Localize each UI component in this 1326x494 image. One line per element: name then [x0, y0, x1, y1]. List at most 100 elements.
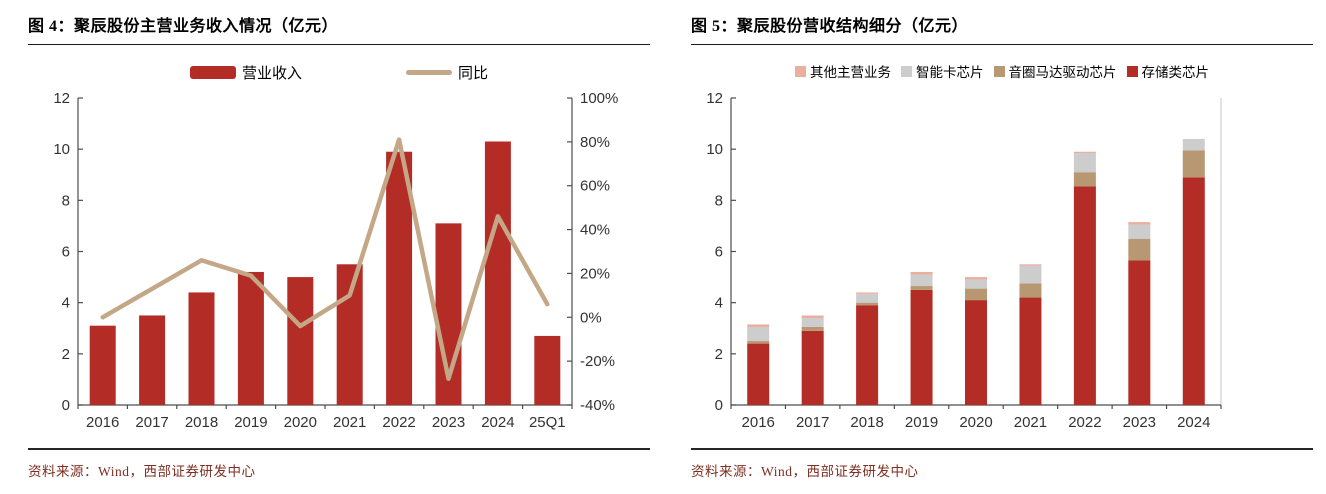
revenue-bar-2024 [484, 141, 511, 405]
axis-tick-label: 2022 [1068, 414, 1101, 431]
segment-2020 [965, 288, 987, 301]
yoy-legend-label: 同比 [458, 66, 489, 82]
segment-2019 [910, 286, 933, 290]
axis-tick-label: 6 [715, 244, 723, 261]
segment-2022 [1073, 151, 1096, 154]
segment-2021 [1019, 283, 1042, 298]
figure-5-source: 资料来源：Wind，西部证券研发中心 [691, 448, 1313, 480]
segment-2023 [1128, 224, 1151, 239]
segment-2017 [801, 326, 824, 331]
axis-tick-label: 8 [715, 192, 723, 209]
axis-tick-label: 100% [580, 90, 618, 107]
segment-2022 [1073, 153, 1096, 173]
figure-4-panel: 图 4：聚辰股份主营业务收入情况（亿元） 营业收入 同比 0 2 4 6 8 10 12 -4… [28, 0, 650, 494]
other-business-swatch [795, 65, 806, 77]
figure-4-legend: 营业收入 同比 [28, 62, 650, 83]
segment-2021 [1019, 264, 1042, 266]
axis-tick-label: 25Q1 [529, 414, 566, 431]
segment-2018 [856, 293, 879, 303]
axis-tick-label: 2018 [850, 414, 883, 431]
revenue-bar-2022 [386, 151, 413, 405]
axis-tick-label: 2020 [959, 414, 992, 431]
revenue-bar-swatch [189, 66, 236, 79]
axis-tick-label: 2023 [432, 414, 465, 431]
yoy-line-swatch [406, 70, 452, 75]
axis-tick-label: 10 [53, 141, 70, 158]
stacked-bars [747, 138, 1205, 405]
axis-tick-label: 0 [715, 397, 723, 414]
segment-2019 [910, 271, 933, 275]
axis-tick-label: 4 [715, 295, 723, 312]
axis-tick-label: 2024 [481, 414, 514, 431]
yoy-line [100, 137, 550, 381]
axis-tick-label: 4 [62, 295, 70, 312]
segment-2018 [856, 302, 879, 306]
other-business-label: 其他主营业务 [810, 65, 891, 80]
axis-tick-label: 60% [580, 178, 610, 195]
revenue-bar-2017 [139, 315, 166, 405]
axis-tick-label: 2 [62, 346, 70, 363]
axis-tick-label: 2021 [333, 414, 366, 431]
figure-4-title-rule [28, 44, 650, 45]
memory-chip-swatch [1126, 65, 1138, 77]
axis-tick-label: 2020 [284, 414, 317, 431]
segment-2023 [1128, 238, 1151, 261]
axis-tick-label: 2 [715, 346, 723, 363]
smartcard-chip-label: 智能卡芯片 [916, 65, 984, 80]
revenue-bars [89, 141, 561, 405]
axis-tick-label: 2018 [185, 414, 218, 431]
figure-5-title-rule [691, 44, 1313, 45]
segment-2020 [965, 300, 987, 405]
axis-tick-label: 6 [62, 244, 70, 261]
axis-tick-label: 12 [706, 90, 723, 107]
axis-tick-label: -20% [580, 353, 615, 370]
axis-tick-label: 80% [580, 134, 610, 151]
axis-tick-label: 2019 [234, 414, 267, 431]
figure-5-legend: 其他主营业务 智能卡芯片 音圈马达驱动芯片 存储类芯片 [691, 61, 1313, 81]
segment-2020 [965, 277, 987, 280]
smartcard-chip-swatch [901, 65, 912, 77]
legend-item-yoy: 同比 [406, 62, 488, 83]
revenue-bar-2019 [237, 271, 264, 405]
axis-tick-label: -40% [580, 397, 615, 414]
segment-2017 [801, 315, 824, 319]
segment-2021 [1019, 297, 1042, 405]
segment-2023 [1128, 222, 1151, 225]
figure-4-source: 资料来源：Wind，西部证券研发中心 [28, 448, 650, 480]
legend-item-vcm-driver-chip: 音圈马达驱动芯片 [993, 61, 1117, 81]
revenue-bar-25Q1 [534, 335, 561, 405]
segment-2021 [1019, 265, 1042, 284]
revenue-bar-2021 [336, 264, 363, 405]
revenue-legend-label: 营业收入 [241, 66, 302, 82]
axis-tick-label: 40% [580, 222, 610, 239]
segment-2018 [856, 305, 879, 405]
revenue-bar-2020 [287, 277, 314, 405]
axis-tick-label: 10 [706, 141, 723, 158]
segment-2017 [801, 318, 824, 327]
segment-2022 [1073, 186, 1096, 405]
axis-tick-label: 2023 [1123, 414, 1156, 431]
axis-tick-label: 2019 [905, 414, 938, 431]
legend-item-revenue: 营业收入 [189, 62, 302, 83]
axis-tick-label: 0 [62, 397, 70, 414]
segment-2024 [1182, 138, 1205, 151]
axis-tick-label: 2016 [86, 414, 119, 431]
figure-4-title: 图 4：聚辰股份主营业务收入情况（亿元） [28, 18, 339, 35]
revenue-bar-2016 [89, 325, 116, 405]
vcm-driver-chip-swatch [993, 65, 1005, 77]
segment-2016 [747, 326, 770, 342]
segment-2020 [965, 279, 987, 289]
axis-tick-label: 2024 [1177, 414, 1210, 431]
axis-tick-label: 12 [53, 90, 70, 107]
vcm-driver-chip-label: 音圈马达驱动芯片 [1008, 65, 1117, 80]
segment-2023 [1128, 260, 1151, 405]
axis-tick-label: 2016 [742, 414, 775, 431]
segment-2016 [747, 343, 770, 405]
axis-tick-label: 2022 [382, 414, 415, 431]
figure-5-panel: 图 5：聚辰股份营收结构细分（亿元） 其他主营业务 智能卡芯片 音圈马达驱动芯片… [691, 0, 1313, 494]
revenue-bar-2018 [188, 292, 215, 405]
axis-tick-label: 8 [62, 192, 70, 209]
segment-2018 [856, 292, 879, 294]
segment-2019 [910, 274, 933, 287]
